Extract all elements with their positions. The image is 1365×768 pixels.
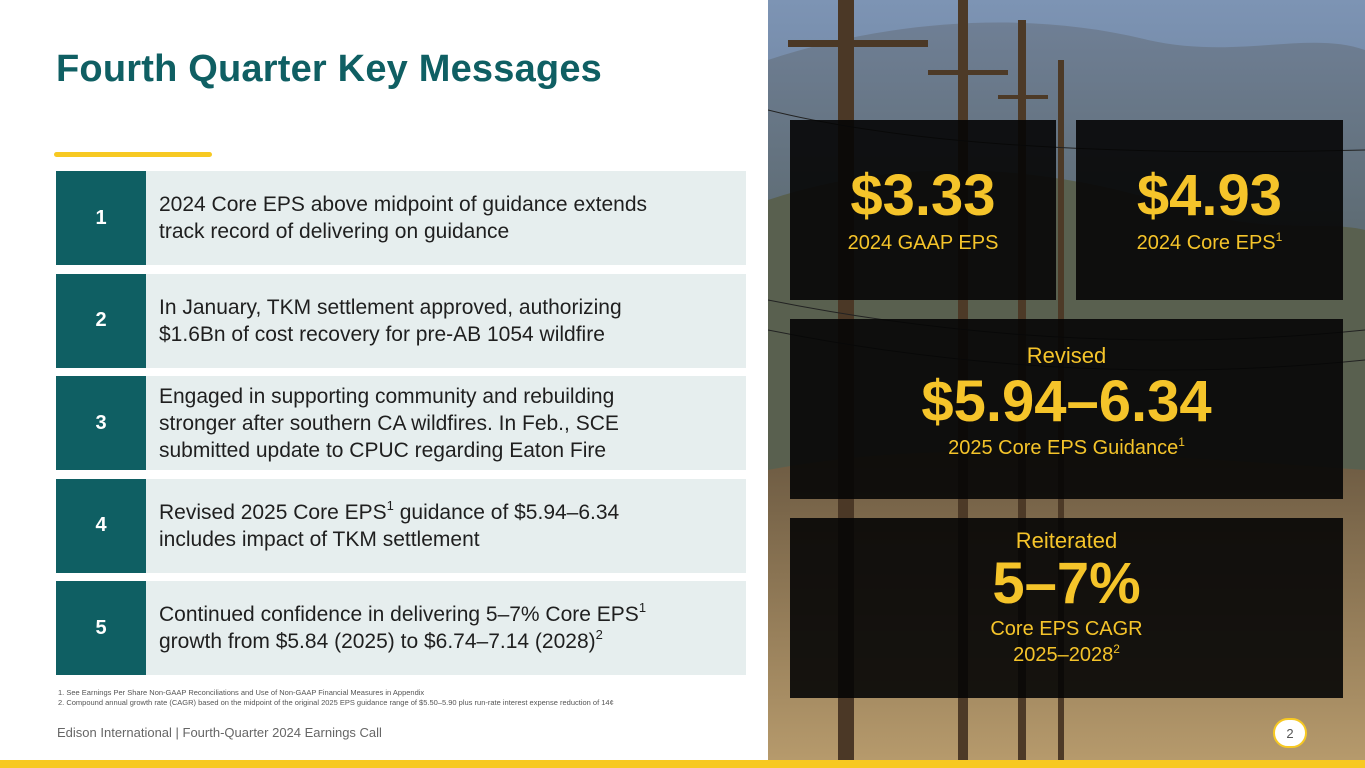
message-number-badge: 5 (56, 581, 146, 675)
message-number-badge: 1 (56, 171, 146, 265)
cagr-value: 5–7% (992, 551, 1141, 616)
message-text: Revised 2025 Core EPS1 guidance of $5.94… (146, 478, 746, 573)
message-number-badge: 3 (56, 376, 146, 470)
message-line: Continued confidence in delivering 5–7% … (159, 600, 647, 626)
message-number-badge: 2 (56, 273, 146, 368)
gaap-eps-value: $3.33 (850, 163, 996, 228)
message-line: stronger after southern CA wildfires. In… (159, 411, 619, 435)
message-line: In January, TKM settlement approved, aut… (159, 295, 622, 319)
core-eps-value: $4.93 (1136, 163, 1283, 228)
key-message-5: 5 Continued confidence in delivering 5–7%… (56, 581, 746, 675)
footnote-2: 2. Compound annual growth rate (CAGR) ba… (58, 698, 614, 707)
message-text: 2024 Core EPS above midpoint of guidance… (146, 171, 746, 265)
gaap-eps-label: 2024 GAAP EPS (847, 232, 999, 254)
guidance-card: Revised $5.94–6.34 2025 Core EPS Guidanc… (790, 319, 1343, 499)
title-accent-line (54, 152, 212, 157)
gaap-eps-card: $3.33 2024 GAAP EPS (790, 120, 1056, 300)
footnote-1: 1. See Earnings Per Share Non-GAAP Recon… (58, 688, 425, 697)
key-message-1: 1 2024 Core EPS above midpoint of guidanc… (56, 171, 746, 265)
page-title: Fourth Quarter Key Messages (56, 48, 603, 90)
cagr-label: Core EPS CAGR (990, 618, 1143, 640)
key-message-3: 3 Engaged in supporting community and reb… (56, 376, 746, 470)
core-eps-card: $4.93 2024 Core EPS1 (1076, 120, 1343, 300)
cagr-prefix: Reiterated (1015, 528, 1118, 553)
message-line: Engaged in supporting community and rebu… (159, 384, 615, 408)
key-message-4: 4 Revised 2025 Core EPS1 guidance of $5.9… (56, 478, 746, 573)
message-line: submitted update to CPUC regarding Eaton… (159, 438, 607, 462)
guidance-value: $5.94–6.34 (921, 369, 1212, 434)
message-line: $1.6Bn of cost recovery for pre-AB 1054 … (159, 322, 605, 346)
footnotes: 1. See Earnings Per Share Non-GAAP Recon… (58, 688, 614, 708)
message-line: Revised 2025 Core EPS1 guidance of $5.94… (159, 497, 620, 524)
message-text: In January, TKM settlement approved, aut… (146, 273, 746, 368)
message-text: Continued confidence in delivering 5–7% … (146, 581, 746, 675)
cagr-period: 2025–20282 (1013, 642, 1120, 666)
message-number-badge: 4 (56, 478, 146, 573)
key-message-2: 2 In January, TKM settlement approved, au… (56, 273, 746, 368)
cagr-card: Reiterated 5–7% Core EPS CAGR 2025–20282 (790, 518, 1343, 698)
message-line: track record of delivering on guidance (159, 220, 510, 243)
message-line: includes impact of TKM settlement (159, 527, 480, 551)
guidance-prefix: Revised (1026, 343, 1107, 368)
core-eps-label: 2024 Core EPS1 (1136, 230, 1283, 254)
footer-text: Edison International | Fourth-Quarter 20… (57, 725, 382, 740)
message-text: Engaged in supporting community and rebu… (146, 376, 746, 470)
guidance-label: 2025 Core EPS Guidance1 (948, 435, 1185, 459)
message-line: 2024 Core EPS above midpoint of guidance… (159, 193, 647, 216)
message-line: growth from $5.84 (2025) to $6.74–7.14 (… (159, 627, 603, 653)
bottom-accent-bar (0, 760, 1365, 768)
page-number-badge: 2 (1273, 718, 1307, 748)
